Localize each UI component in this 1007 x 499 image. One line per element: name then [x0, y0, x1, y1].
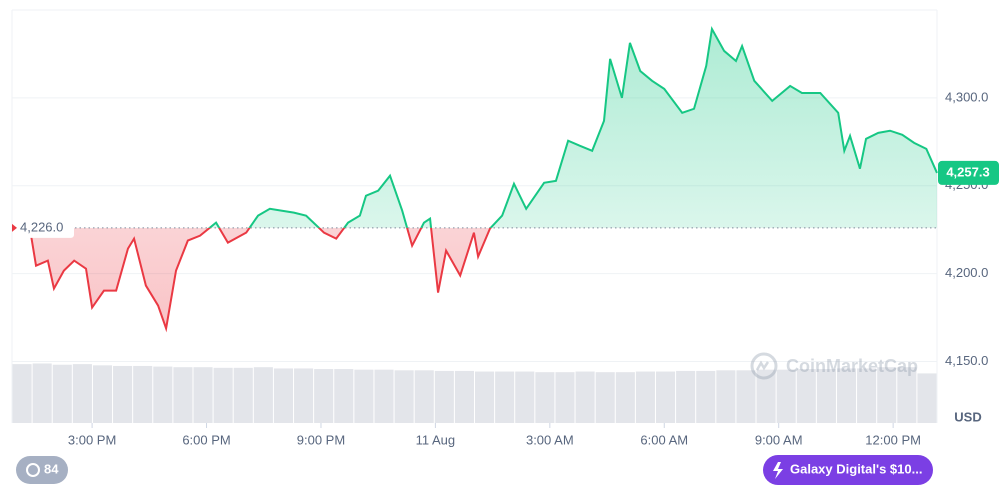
x-tick-label: 11 Aug [416, 432, 456, 447]
volume-bar [334, 369, 354, 423]
y-tick-label: 4,150.0 [945, 353, 988, 368]
volume-bar [696, 370, 716, 423]
price-line-up [207, 25, 938, 228]
watermark: CoinMarketCap [750, 352, 918, 380]
volume-bar [314, 369, 334, 423]
volume-bar [595, 372, 615, 423]
unit-label: USD [954, 409, 981, 424]
x-tick-label: 6:00 PM [182, 432, 230, 447]
volume-bar [294, 368, 314, 423]
volume-bar [515, 371, 535, 423]
volume-bar [716, 370, 736, 423]
y-tick-label: 4,300.0 [945, 89, 988, 104]
volume-bar [655, 371, 676, 423]
x-tick-label: 3:00 PM [68, 432, 116, 447]
volume-bar [555, 372, 575, 423]
baseline-label: 4,226.0 [20, 219, 63, 234]
watermark-text: CoinMarketCap [786, 356, 918, 376]
volume-bar [756, 369, 776, 423]
baseline-marker [12, 223, 17, 232]
volume-bar [213, 367, 233, 423]
area-up [29, 28, 937, 228]
x-tick-label: 3:00 AM [526, 432, 574, 447]
volume-bar [796, 369, 816, 423]
volume-bar [495, 371, 515, 423]
last-price-tag [938, 160, 999, 185]
volume-bar [12, 364, 32, 423]
volume-bar [394, 370, 414, 423]
volume-bar [535, 372, 555, 423]
volume-bar [836, 368, 857, 423]
volume-bar [414, 370, 434, 423]
volume-bar [354, 369, 374, 423]
history-badge[interactable]: 84 [16, 456, 68, 484]
volume-bar [374, 369, 394, 423]
volume-bar [193, 367, 213, 423]
volume-bar [113, 365, 133, 423]
volume-bar [153, 366, 173, 423]
y-tick-label: 4,200.0 [945, 265, 988, 280]
news-pill[interactable]: Galaxy Digital's $10... [763, 455, 933, 485]
volume-bar [917, 373, 937, 423]
volume-bar [52, 364, 72, 423]
volume-bar [133, 365, 153, 423]
volume-bar [877, 367, 897, 423]
volume-bar [454, 370, 474, 423]
last-price-label: 4,257.3 [946, 164, 989, 179]
volume-bar [233, 367, 253, 423]
volume-bar [72, 364, 92, 423]
volume-bar [575, 371, 595, 423]
area-down [29, 227, 491, 329]
volume-bar [857, 368, 877, 423]
volume-bar [92, 365, 113, 423]
x-tick-label: 12:00 PM [865, 432, 921, 447]
volume-bar [173, 367, 193, 423]
volume-bar [253, 367, 273, 423]
price-line-down [28, 227, 492, 333]
x-tick-label: 6:00 AM [640, 432, 688, 447]
baseline-tag [14, 217, 74, 238]
volume-bar [615, 372, 635, 423]
volume-bar [676, 370, 696, 423]
volume-bar [475, 371, 495, 423]
volume-bar [816, 369, 836, 423]
volume-bar [434, 370, 454, 423]
volume-bar [32, 363, 52, 423]
volume-bar [635, 371, 655, 423]
volume-bar [273, 368, 294, 423]
history-count: 84 [44, 461, 59, 476]
x-tick-label: 9:00 AM [755, 432, 803, 447]
volume-bar [736, 370, 756, 423]
x-tick-label: 9:00 PM [297, 432, 345, 447]
volume-bar [897, 367, 917, 423]
volume-bar [776, 369, 796, 423]
news-text: Galaxy Digital's $10... [790, 461, 922, 476]
